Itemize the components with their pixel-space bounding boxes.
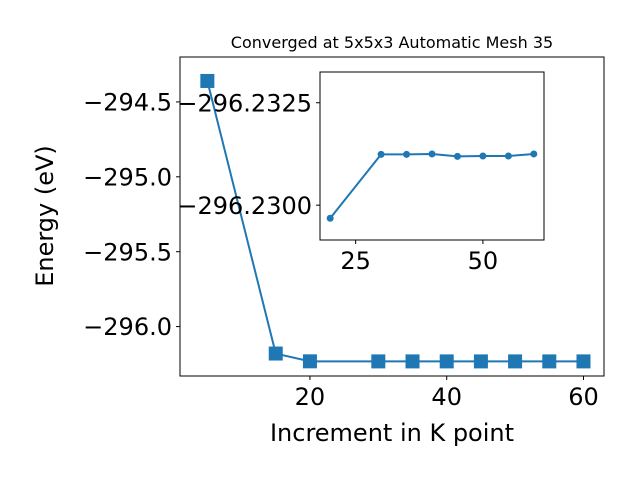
main-x-tick-label: 20 <box>295 383 326 411</box>
main-data-point <box>405 354 420 369</box>
inset-data-point <box>428 150 436 158</box>
main-data-point <box>268 346 283 361</box>
main-data-point <box>473 354 488 369</box>
inset-y-ticks: −296.2325 −296.2300 <box>177 89 320 220</box>
inset-y-tick-label: −296.2300 <box>177 192 312 220</box>
inset-plot-frame <box>319 71 545 241</box>
inset-data-point <box>504 152 512 160</box>
main-y-tick-label: −296.0 <box>83 313 172 341</box>
main-series <box>200 73 591 369</box>
inset-data-point <box>326 214 334 222</box>
inset-data-point <box>479 152 487 160</box>
x-axis-label: Increment in K point <box>270 419 514 447</box>
inset-series-line <box>329 152 534 219</box>
inset-x-tick-label: 25 <box>340 247 371 275</box>
main-x-tick-label: 60 <box>568 383 599 411</box>
inset-x-ticks: 25 50 <box>340 240 498 275</box>
main-data-point <box>371 354 386 369</box>
inset-x-tick-label: 50 <box>468 247 499 275</box>
chart-title: Converged at 5x5x3 Automatic Mesh 35 <box>231 33 553 52</box>
inset-data-point <box>530 150 538 158</box>
main-y-tick-label: −295.0 <box>83 163 172 191</box>
main-y-tick-label: −294.5 <box>83 89 172 117</box>
main-x-ticks: 20 40 60 <box>295 376 599 411</box>
main-series-line <box>206 80 584 363</box>
main-data-point <box>508 354 523 369</box>
main-y-ticks: −294.5 −295.0 −295.5 −296.0 <box>83 89 180 341</box>
inset-y-tick-label: −296.2325 <box>177 89 312 117</box>
inset-data-point <box>453 152 461 160</box>
main-data-point <box>542 354 557 369</box>
y-axis-label: Energy (eV) <box>31 145 59 287</box>
main-data-point <box>302 354 317 369</box>
inset-data-point <box>377 150 385 158</box>
main-data-point <box>439 354 454 369</box>
main-x-tick-label: 40 <box>431 383 462 411</box>
main-data-point <box>200 73 215 88</box>
main-data-point <box>576 354 591 369</box>
inset-data-point <box>403 150 411 158</box>
inset-series <box>326 150 538 222</box>
main-y-tick-label: −295.5 <box>83 238 172 266</box>
main-plot-frame <box>179 56 605 377</box>
